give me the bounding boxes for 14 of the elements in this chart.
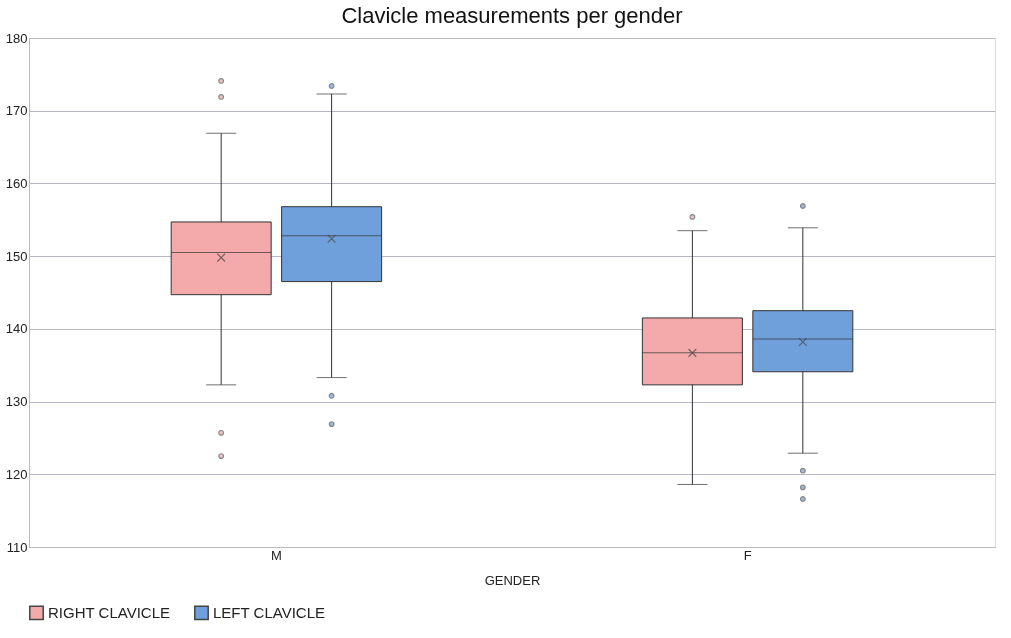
y-tick-label: 120: [5, 466, 28, 482]
legend-label: LEFT CLAVICLE: [213, 603, 325, 621]
x-axis-title: GENDER: [484, 572, 541, 588]
chart-title: Clavicle measurements per gender: [341, 3, 683, 28]
y-tick-label: 170: [5, 103, 28, 119]
y-tick-label: 160: [5, 175, 28, 191]
legend-label: RIGHT CLAVICLE: [48, 603, 170, 621]
y-tick-label: 180: [5, 30, 28, 46]
x-tick-label: F: [743, 547, 752, 563]
y-tick-label: 140: [5, 321, 28, 337]
y-tick-label: 110: [6, 539, 28, 555]
y-tick-label: 150: [5, 248, 28, 264]
y-tick-label: 130: [5, 394, 28, 410]
x-tick-label: M: [270, 547, 282, 563]
